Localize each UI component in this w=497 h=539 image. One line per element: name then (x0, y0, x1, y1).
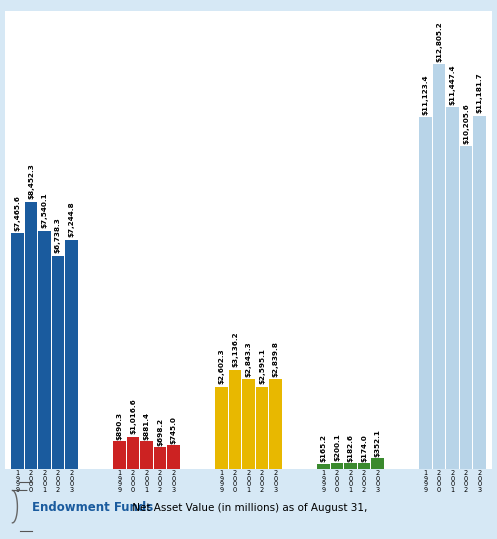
Bar (446, 107, 459, 469)
Text: $698.2: $698.2 (157, 418, 163, 446)
Bar (331, 462, 343, 469)
Bar (229, 370, 242, 469)
Bar (473, 116, 486, 469)
Bar (419, 118, 432, 469)
Text: $1,016.6: $1,016.6 (130, 398, 136, 434)
Text: $11,181.7: $11,181.7 (477, 72, 483, 113)
Bar (127, 437, 139, 469)
Bar (38, 231, 51, 469)
Text: $165.2: $165.2 (321, 434, 327, 462)
Bar (269, 379, 282, 469)
Text: Endowment Funds: Endowment Funds (32, 501, 154, 514)
Bar (65, 240, 78, 469)
Text: $11,447.4: $11,447.4 (450, 64, 456, 105)
Text: $2,843.3: $2,843.3 (246, 341, 251, 377)
Bar (460, 147, 473, 469)
Text: $7,540.1: $7,540.1 (41, 192, 47, 228)
Text: $200.1: $200.1 (334, 433, 340, 461)
Bar (11, 233, 24, 469)
Text: $745.0: $745.0 (170, 416, 176, 444)
Bar (358, 464, 370, 469)
Bar (52, 256, 64, 469)
Bar (242, 379, 255, 469)
Text: $10,205.6: $10,205.6 (463, 103, 469, 144)
Text: $2,602.3: $2,602.3 (219, 349, 225, 384)
Text: $7,244.8: $7,244.8 (69, 202, 75, 238)
Text: $174.0: $174.0 (361, 434, 367, 462)
Text: $2,839.8: $2,839.8 (272, 341, 278, 377)
Text: $881.4: $881.4 (144, 412, 150, 440)
Text: $3,136.2: $3,136.2 (232, 331, 238, 367)
Text: Net Asset Value (in millions) as of August 31,: Net Asset Value (in millions) as of Augu… (129, 503, 368, 513)
Text: $2,595.1: $2,595.1 (259, 349, 265, 384)
Bar (255, 387, 268, 469)
Bar (433, 64, 445, 469)
Text: $11,123.4: $11,123.4 (422, 74, 428, 115)
Text: $8,452.3: $8,452.3 (28, 164, 34, 199)
Text: $12,805.2: $12,805.2 (436, 21, 442, 62)
Text: $890.3: $890.3 (116, 412, 123, 439)
Bar (344, 463, 357, 469)
Text: $7,465.6: $7,465.6 (14, 195, 20, 231)
Bar (113, 441, 126, 469)
Bar (371, 458, 384, 469)
Text: $182.6: $182.6 (347, 434, 353, 462)
Text: $352.1: $352.1 (374, 429, 381, 457)
Text: $6,738.3: $6,738.3 (55, 218, 61, 253)
Bar (167, 445, 180, 469)
Bar (215, 386, 228, 469)
Bar (140, 441, 153, 469)
Bar (24, 202, 37, 469)
Bar (317, 464, 330, 469)
Bar (154, 447, 166, 469)
